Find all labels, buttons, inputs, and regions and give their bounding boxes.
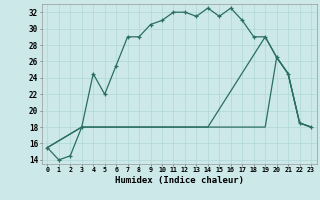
X-axis label: Humidex (Indice chaleur): Humidex (Indice chaleur)	[115, 176, 244, 185]
